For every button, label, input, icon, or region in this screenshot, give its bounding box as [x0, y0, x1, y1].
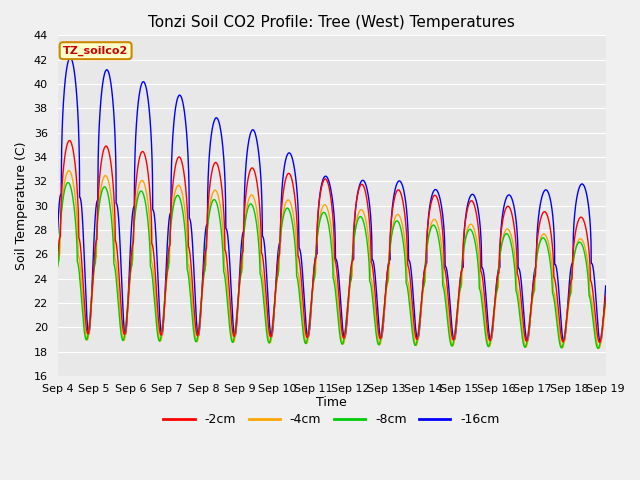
X-axis label: Time: Time	[316, 396, 347, 409]
Text: TZ_soilco2: TZ_soilco2	[63, 46, 128, 56]
Y-axis label: Soil Temperature (C): Soil Temperature (C)	[15, 142, 28, 270]
Legend: -2cm, -4cm, -8cm, -16cm: -2cm, -4cm, -8cm, -16cm	[158, 408, 505, 431]
Title: Tonzi Soil CO2 Profile: Tree (West) Temperatures: Tonzi Soil CO2 Profile: Tree (West) Temp…	[148, 15, 515, 30]
